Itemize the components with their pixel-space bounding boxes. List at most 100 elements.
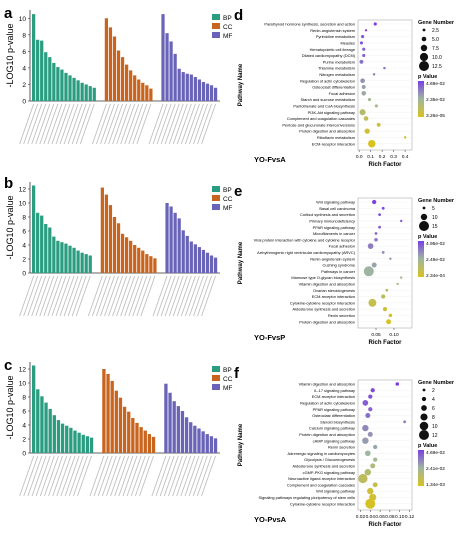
- x-tick-label: 0.10: [389, 332, 399, 338]
- pathway-label: Protein digestion and absorption: [299, 129, 355, 134]
- category-label-stub: [68, 455, 84, 497]
- bar-BP-9: [68, 245, 72, 273]
- bar-BP-5: [52, 415, 56, 453]
- size-legend-title: Gene Number: [418, 198, 455, 204]
- category-label-stub: [180, 455, 196, 497]
- category-label-stub: [27, 455, 43, 497]
- chart-title: YO-PvsA: [254, 515, 287, 524]
- bar-MF-9: [197, 79, 202, 101]
- category-label-stub: [134, 455, 150, 497]
- bar-CC-5: [120, 233, 125, 273]
- bar-MF-11: [209, 255, 214, 273]
- x-tick-label: 0.02: [356, 514, 366, 520]
- bubble: [362, 400, 369, 406]
- bar-BP-1: [36, 389, 40, 453]
- bubble: [364, 450, 371, 457]
- pathway-label: Osteoclast differentiation: [312, 85, 355, 90]
- category-label-stub: [176, 275, 192, 317]
- category-label-stub: [59, 275, 75, 317]
- legend-swatch-MF: [212, 384, 220, 390]
- pathway-label: Wnt signaling pathway: [316, 489, 355, 494]
- bar-BP-9: [69, 427, 73, 453]
- pathway-label: Wnt signaling pathway: [316, 200, 355, 205]
- pathway-label: Microfilaments in cancer: [313, 231, 356, 236]
- size-legend-dot: [419, 61, 429, 71]
- plot-frame: [357, 19, 413, 151]
- size-legend-dot: [419, 421, 429, 431]
- category-label-stub: [159, 455, 175, 497]
- color-legend-label: 3.26e-05: [426, 113, 445, 119]
- category-label-stub: [79, 103, 95, 145]
- go-bar-chart-c: -LOG10 p-value 0 2 4 6 8 10 12 BP CC MF: [5, 362, 233, 497]
- bar-CC-8: [133, 245, 137, 273]
- y-tick-label: 2: [22, 437, 26, 444]
- category-label-stub: [35, 275, 51, 317]
- size-legend-dot: [421, 396, 427, 402]
- pathway-label: Vitamin digestion and absorption: [299, 382, 355, 387]
- pathway-label: Renin-angiotensin system: [310, 256, 355, 261]
- bar-MF-3: [173, 53, 177, 101]
- bar-MF-7: [189, 74, 193, 101]
- pathway-label: Renin secretion: [328, 313, 355, 318]
- pathway-label: PPAR signaling pathway: [313, 407, 355, 412]
- bar-MF-0: [164, 383, 168, 453]
- category-label-stub: [130, 455, 146, 497]
- category-label-stub: [160, 103, 176, 145]
- category-label-stub: [47, 275, 63, 317]
- y-tick-label: 4: [22, 243, 26, 250]
- category-label-stub: [156, 275, 172, 317]
- bubble: [372, 199, 377, 205]
- category-label-stub: [39, 103, 55, 145]
- category-label-stub: [124, 275, 140, 317]
- bar-MF-4: [180, 411, 185, 453]
- category-label-stub: [23, 275, 39, 317]
- bar-MF-5: [185, 235, 189, 273]
- bar-CC-0: [102, 369, 106, 453]
- bubble: [383, 66, 386, 70]
- bar-CC-2: [108, 205, 113, 273]
- category-label-stub: [201, 455, 216, 497]
- pathway-label: Aldosterone synthesis and secretion: [292, 464, 355, 469]
- pathway-label: Calcium signaling pathway: [309, 426, 355, 431]
- legend-label-CC: CC: [223, 24, 233, 31]
- plot-frame: [357, 197, 413, 329]
- legend-label-BP: BP: [223, 187, 232, 194]
- bar-MF-6: [189, 241, 193, 273]
- bar-MF-3: [176, 406, 180, 453]
- size-legend-label: 7.5: [432, 46, 439, 52]
- x-tick-label: 0.08: [385, 514, 395, 520]
- category-label-stub: [160, 275, 176, 317]
- bar-CC-5: [122, 406, 127, 453]
- color-legend-label: 1.34e-03: [426, 482, 445, 488]
- bubble: [403, 136, 407, 139]
- bubble: [389, 257, 392, 260]
- pathway-label: Parathyroid hormone synthesis, secretion…: [264, 22, 355, 27]
- bubble: [403, 420, 407, 424]
- y-axis-label: Pathway Name: [238, 423, 244, 466]
- bar-CC-12: [151, 436, 156, 453]
- bar-CC-2: [112, 36, 117, 101]
- legend-label-CC: CC: [223, 376, 233, 383]
- category-label-stub: [71, 103, 87, 145]
- bar-MF-6: [185, 73, 189, 101]
- bar-BP-10: [72, 247, 76, 273]
- category-label-stub: [184, 275, 200, 317]
- pathway-label: Starch and sucrose metabolism: [301, 97, 356, 102]
- size-legend-dot: [419, 221, 429, 231]
- bubble: [370, 388, 375, 393]
- category-label-stub: [164, 103, 180, 145]
- category-label-stub: [168, 455, 183, 497]
- pathway-label: Aldosterone synthesis and secretion: [292, 307, 355, 312]
- color-legend-label: 4.69e-02: [426, 450, 445, 456]
- category-label-stub: [75, 275, 91, 317]
- bar-MF-2: [172, 401, 176, 453]
- color-legend-label: 2.34e-04: [426, 273, 445, 279]
- bar-CC-0: [100, 187, 104, 273]
- category-label-stub: [72, 455, 88, 497]
- legend-label-MF: MF: [223, 205, 232, 212]
- category-label-stub: [75, 103, 91, 145]
- bar-CC-12: [149, 256, 153, 273]
- category-label-stub: [101, 455, 117, 497]
- size-legend-dot: [422, 28, 426, 32]
- bar-MF-10: [201, 81, 206, 101]
